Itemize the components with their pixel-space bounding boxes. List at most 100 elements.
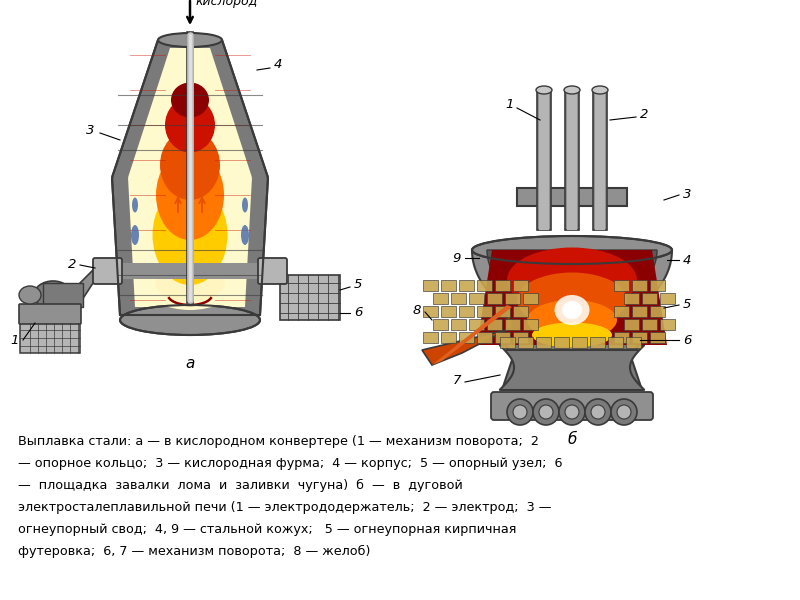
Bar bbox=[487, 319, 502, 330]
Text: 5: 5 bbox=[683, 298, 691, 311]
Ellipse shape bbox=[34, 281, 72, 309]
Polygon shape bbox=[472, 250, 672, 325]
Bar bbox=[539, 90, 549, 230]
Bar bbox=[507, 255, 637, 275]
FancyBboxPatch shape bbox=[19, 304, 81, 324]
Bar bbox=[451, 319, 466, 330]
Bar bbox=[614, 306, 629, 317]
Ellipse shape bbox=[507, 247, 637, 313]
Bar bbox=[608, 337, 623, 348]
Bar bbox=[632, 306, 647, 317]
Bar bbox=[650, 280, 665, 291]
Ellipse shape bbox=[165, 97, 215, 152]
Bar bbox=[537, 90, 551, 230]
Text: 2: 2 bbox=[640, 109, 648, 121]
Text: 1: 1 bbox=[506, 98, 514, 112]
Bar bbox=[650, 332, 665, 343]
Ellipse shape bbox=[153, 185, 227, 285]
Text: 9: 9 bbox=[453, 251, 461, 265]
Polygon shape bbox=[80, 268, 95, 303]
Bar bbox=[626, 337, 641, 348]
Ellipse shape bbox=[19, 286, 41, 304]
Text: 6: 6 bbox=[683, 334, 691, 346]
Ellipse shape bbox=[472, 236, 672, 264]
Ellipse shape bbox=[532, 323, 612, 347]
Circle shape bbox=[617, 405, 631, 419]
Bar bbox=[660, 293, 675, 304]
Bar bbox=[459, 332, 474, 343]
Bar bbox=[590, 337, 605, 348]
Bar bbox=[477, 280, 492, 291]
Text: огнеупорный свод;  4, 9 — стальной кожух;   5 — огнеупорная кирпичная: огнеупорный свод; 4, 9 — стальной кожух;… bbox=[18, 523, 516, 536]
Bar bbox=[513, 332, 528, 343]
Polygon shape bbox=[112, 40, 268, 315]
Text: б: б bbox=[567, 433, 577, 448]
Polygon shape bbox=[432, 305, 512, 365]
Bar bbox=[500, 337, 515, 348]
Bar bbox=[517, 188, 627, 206]
Bar bbox=[423, 306, 438, 317]
Text: 4: 4 bbox=[683, 253, 691, 266]
Bar bbox=[459, 306, 474, 317]
Text: 3: 3 bbox=[86, 124, 94, 136]
Circle shape bbox=[507, 399, 533, 425]
Bar bbox=[595, 90, 605, 230]
Ellipse shape bbox=[527, 300, 617, 340]
Bar bbox=[441, 280, 456, 291]
Bar bbox=[505, 293, 520, 304]
Bar bbox=[572, 337, 587, 348]
Ellipse shape bbox=[241, 225, 249, 245]
Ellipse shape bbox=[120, 305, 260, 335]
Bar bbox=[469, 293, 484, 304]
Circle shape bbox=[585, 399, 611, 425]
Bar bbox=[632, 332, 647, 343]
Polygon shape bbox=[422, 305, 512, 365]
Text: а: а bbox=[186, 355, 194, 370]
FancyBboxPatch shape bbox=[93, 258, 122, 284]
Ellipse shape bbox=[131, 225, 139, 245]
Bar bbox=[650, 306, 665, 317]
Bar bbox=[642, 319, 657, 330]
Bar bbox=[523, 319, 538, 330]
Bar bbox=[614, 280, 629, 291]
Bar bbox=[518, 337, 533, 348]
Ellipse shape bbox=[156, 150, 224, 240]
Bar bbox=[567, 90, 577, 230]
Ellipse shape bbox=[160, 130, 220, 200]
Bar bbox=[280, 275, 340, 320]
Ellipse shape bbox=[242, 197, 248, 212]
Bar bbox=[536, 337, 551, 348]
Circle shape bbox=[591, 405, 605, 419]
Text: 7: 7 bbox=[453, 373, 461, 386]
Ellipse shape bbox=[562, 301, 582, 319]
Text: 5: 5 bbox=[354, 278, 362, 292]
Polygon shape bbox=[128, 48, 252, 307]
Bar bbox=[614, 332, 629, 343]
Bar bbox=[624, 293, 639, 304]
Bar bbox=[43, 283, 83, 307]
Circle shape bbox=[559, 399, 585, 425]
Bar bbox=[433, 319, 448, 330]
Bar bbox=[593, 90, 607, 230]
Text: электросталеплавильной печи (1 — электрододержатель;  2 — электрод;  3 —: электросталеплавильной печи (1 — электро… bbox=[18, 501, 551, 514]
Bar bbox=[487, 293, 502, 304]
Bar bbox=[632, 280, 647, 291]
Circle shape bbox=[533, 399, 559, 425]
Bar bbox=[507, 275, 637, 350]
Ellipse shape bbox=[554, 295, 590, 325]
Bar bbox=[477, 306, 492, 317]
Bar bbox=[451, 293, 466, 304]
Ellipse shape bbox=[564, 86, 580, 94]
Circle shape bbox=[513, 405, 527, 419]
Bar bbox=[459, 280, 474, 291]
Bar bbox=[433, 293, 448, 304]
Bar bbox=[495, 280, 510, 291]
Text: —  площадка  завалки  лома  и  заливки  чугуна)  б  —  в  дуговой: — площадка завалки лома и заливки чугуна… bbox=[18, 479, 462, 492]
Ellipse shape bbox=[155, 264, 225, 302]
Bar bbox=[513, 280, 528, 291]
Bar bbox=[660, 319, 675, 330]
FancyBboxPatch shape bbox=[258, 258, 287, 284]
Bar bbox=[120, 263, 260, 279]
Circle shape bbox=[611, 399, 637, 425]
Bar bbox=[423, 332, 438, 343]
